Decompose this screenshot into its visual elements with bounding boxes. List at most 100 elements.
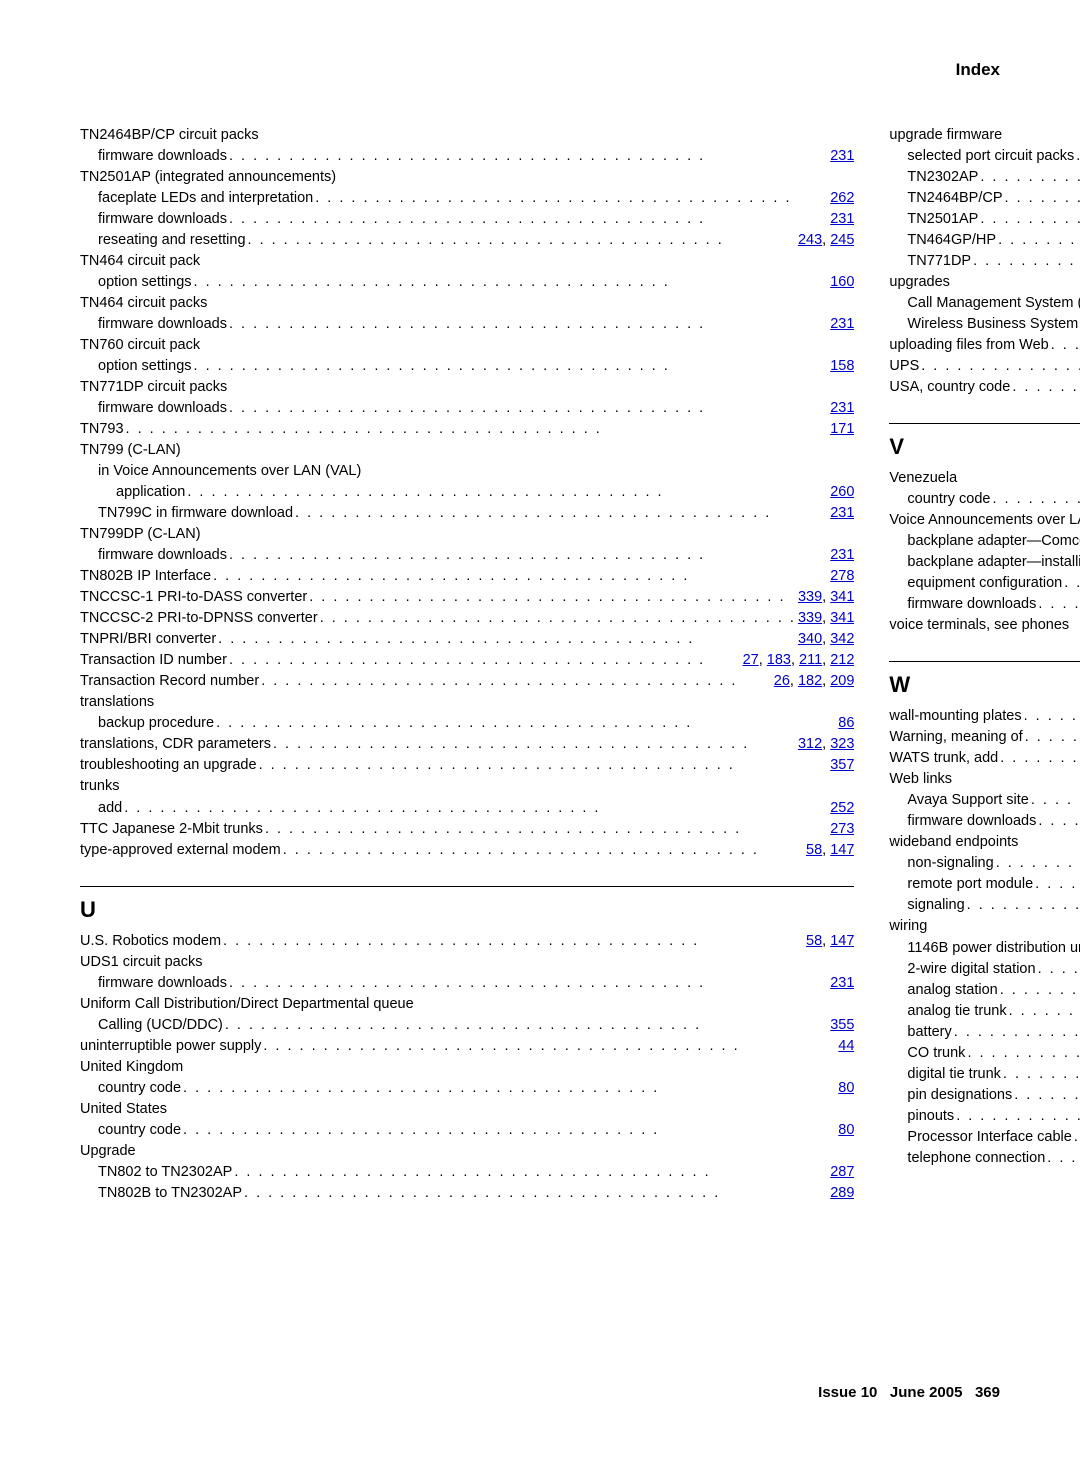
index-entry: TN802B IP Interface278: [80, 566, 854, 587]
page-ref-link[interactable]: 312: [798, 736, 822, 752]
page-ref-link[interactable]: 160: [830, 274, 854, 290]
page-ref-link[interactable]: 342: [830, 631, 854, 647]
index-entry: equipment configuration259: [889, 573, 1080, 594]
page-ref-link[interactable]: 231: [830, 975, 854, 991]
page-ref-link[interactable]: 339: [798, 610, 822, 626]
page-ref-link[interactable]: 27: [743, 652, 759, 668]
page-ref-link[interactable]: 231: [830, 211, 854, 227]
page-ref-link[interactable]: 158: [830, 358, 854, 374]
page-ref-link[interactable]: 357: [830, 757, 854, 773]
index-entry: UPS44: [889, 356, 1080, 377]
index-entry: TNPRI/BRI converter340, 342: [80, 629, 854, 650]
page-ref-link[interactable]: 231: [830, 547, 854, 563]
page-ref-link[interactable]: 80: [838, 1122, 854, 1138]
page-ref-link[interactable]: 231: [830, 148, 854, 164]
page-refs: 339, 341: [798, 587, 854, 608]
leader-dots: [998, 230, 1080, 251]
index-label: Venezuela: [889, 468, 957, 489]
index-label: Wireless Business System interactions: [907, 314, 1080, 335]
leader-dots: [320, 608, 796, 629]
section-letter: V: [889, 434, 1080, 460]
page-ref-link[interactable]: 58: [806, 842, 822, 858]
index-entry: digital tie trunk89: [889, 1064, 1080, 1085]
page-ref-link[interactable]: 209: [830, 673, 854, 689]
index-entry: TN799DP (C-LAN): [80, 524, 854, 545]
index-entry: wideband endpoints: [889, 832, 1080, 853]
leader-dots: [183, 1120, 836, 1141]
page-ref-link[interactable]: 262: [830, 190, 854, 206]
page-ref-link[interactable]: 44: [838, 1038, 854, 1054]
index-label: selected port circuit packs: [907, 146, 1074, 167]
index-entry: firmware downloads231: [80, 973, 854, 994]
index-entry: trunks: [80, 776, 854, 797]
index-label: digital tie trunk: [907, 1064, 1001, 1085]
index-entry: TN2501AP (integrated announcements): [80, 167, 854, 188]
page-ref-link[interactable]: 147: [830, 842, 854, 858]
page-ref-link[interactable]: 231: [830, 400, 854, 416]
index-label: TNPRI/BRI converter: [80, 629, 216, 650]
page-ref-link[interactable]: 252: [830, 800, 854, 816]
index-label: voice terminals, see phones: [889, 615, 1069, 636]
index-entry: TN2501AP231: [889, 209, 1080, 230]
index-label: upgrade firmware: [889, 125, 1002, 146]
page-ref-link[interactable]: 182: [798, 673, 822, 689]
leader-dots: [229, 973, 828, 994]
page-ref-link[interactable]: 273: [830, 821, 854, 837]
leader-dots: [295, 503, 828, 524]
page-ref-link[interactable]: 171: [830, 421, 854, 437]
page-ref-link[interactable]: 287: [830, 1164, 854, 1180]
page-ref-link[interactable]: 212: [830, 652, 854, 668]
page-ref-link[interactable]: 341: [830, 610, 854, 626]
page-ref-link[interactable]: 243: [798, 232, 822, 248]
index-entry: uninterruptible power supply44: [80, 1036, 854, 1057]
page-ref-link[interactable]: 231: [830, 505, 854, 521]
page-ref-link[interactable]: 211: [799, 652, 822, 668]
page-ref-link[interactable]: 278: [830, 568, 854, 584]
page-refs: 231: [830, 973, 854, 994]
page-ref-link[interactable]: 245: [830, 232, 854, 248]
leader-dots: [980, 167, 1080, 188]
leader-dots: [194, 356, 829, 377]
index-label: U.S. Robotics modem: [80, 931, 221, 952]
index-entry: type-approved external modem58, 147: [80, 840, 854, 861]
page-ref-link[interactable]: 183: [767, 652, 791, 668]
page-ref-link[interactable]: 231: [830, 316, 854, 332]
page-ref-link[interactable]: 260: [830, 484, 854, 500]
page-refs: 231: [830, 545, 854, 566]
page-ref-link[interactable]: 147: [830, 933, 854, 949]
index-entry: WATS trunk, add252, 255: [889, 748, 1080, 769]
index-entry: TN771DP231: [889, 251, 1080, 272]
page-ref-link[interactable]: 340: [798, 631, 822, 647]
page-refs: 231: [830, 146, 854, 167]
index-label: TN2501AP: [907, 209, 978, 230]
index-entry: TTC Japanese 2-Mbit trunks273: [80, 819, 854, 840]
page-refs: 278: [830, 566, 854, 587]
leader-dots: [1005, 188, 1080, 209]
leader-dots: [309, 587, 796, 608]
index-entry: analog tie trunk88: [889, 1001, 1080, 1022]
index-label: TN802 to TN2302AP: [98, 1162, 232, 1183]
page-ref-link[interactable]: 86: [838, 715, 854, 731]
index-label: Web links: [889, 769, 952, 790]
index-label: TN2464BP/CP: [907, 188, 1002, 209]
page-refs: 231: [830, 503, 854, 524]
index-entry: country code80: [889, 489, 1080, 510]
page-ref-link[interactable]: 355: [830, 1017, 854, 1033]
page-ref-link[interactable]: 341: [830, 589, 854, 605]
index-entry: country code80: [80, 1120, 854, 1141]
index-label: TNCCSC-2 PRI-to-DPNSS converter: [80, 608, 318, 629]
page-ref-link[interactable]: 289: [830, 1185, 854, 1201]
leader-dots: [1000, 980, 1080, 1001]
page-ref-link[interactable]: 323: [830, 736, 854, 752]
page-ref-link[interactable]: 339: [798, 589, 822, 605]
page-ref-link[interactable]: 26: [774, 673, 790, 689]
index-label: Transaction ID number: [80, 650, 227, 671]
page-ref-link[interactable]: 80: [838, 1080, 854, 1096]
leader-dots: [273, 734, 796, 755]
leader-dots: [124, 798, 828, 819]
index-entry: uploading files from Web238: [889, 335, 1080, 356]
page-refs: 231: [830, 209, 854, 230]
leader-dots: [996, 853, 1080, 874]
page-ref-link[interactable]: 58: [806, 933, 822, 949]
index-entry: add252: [80, 798, 854, 819]
